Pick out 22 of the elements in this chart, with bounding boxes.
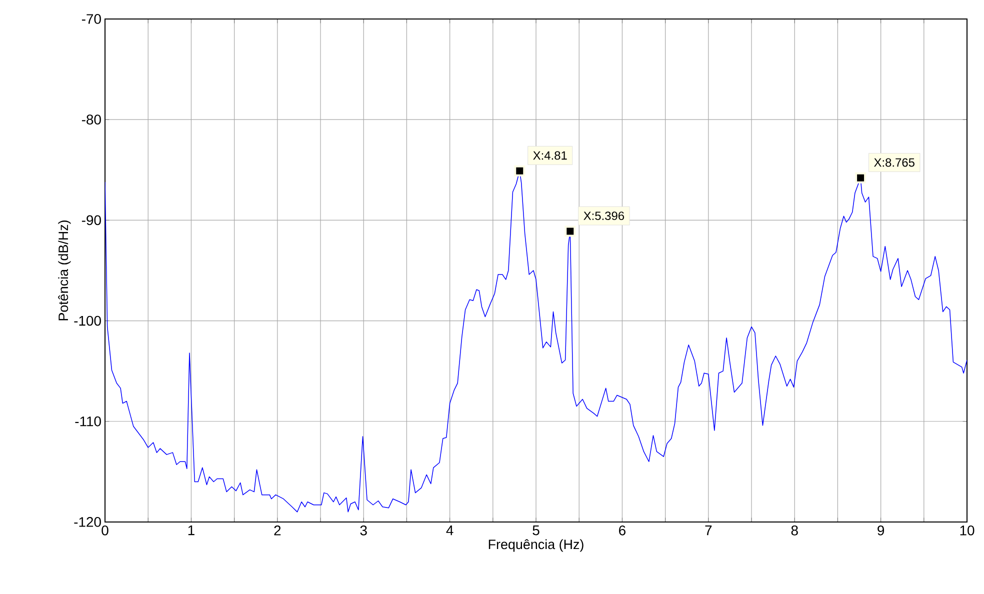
x-tick-label: 3	[360, 525, 367, 536]
y-tick-label: -80	[82, 114, 101, 125]
y-tick-label: -70	[82, 14, 101, 24]
x-tick-label: 4	[446, 526, 454, 536]
x-tick-label: 8	[791, 525, 798, 536]
x-tick-label: 5	[532, 526, 540, 536]
x-tick-label: 9	[878, 525, 884, 536]
annotation: X:5.396	[584, 212, 624, 220]
x-tick-label: 1	[188, 526, 194, 536]
x-tick-label: 7	[705, 526, 712, 536]
x-tick-label: 6	[619, 525, 626, 536]
y-tick-label: -90	[82, 215, 101, 226]
annotation: X:4.81	[533, 151, 567, 160]
annotation: X:8.765	[874, 158, 914, 167]
y-tick-label: -120	[74, 517, 101, 527]
y-tick-label: -110	[75, 416, 101, 426]
x-tick-label: 10	[960, 525, 974, 536]
x-axis-title: Frequência (Hz)	[488, 539, 584, 552]
x-tick-label: 2	[274, 525, 281, 536]
x-tick-label: 0	[102, 525, 108, 536]
y-tick-label: -100	[74, 316, 101, 326]
y-axis-title: Potência (dB/Hz)	[58, 220, 71, 320]
